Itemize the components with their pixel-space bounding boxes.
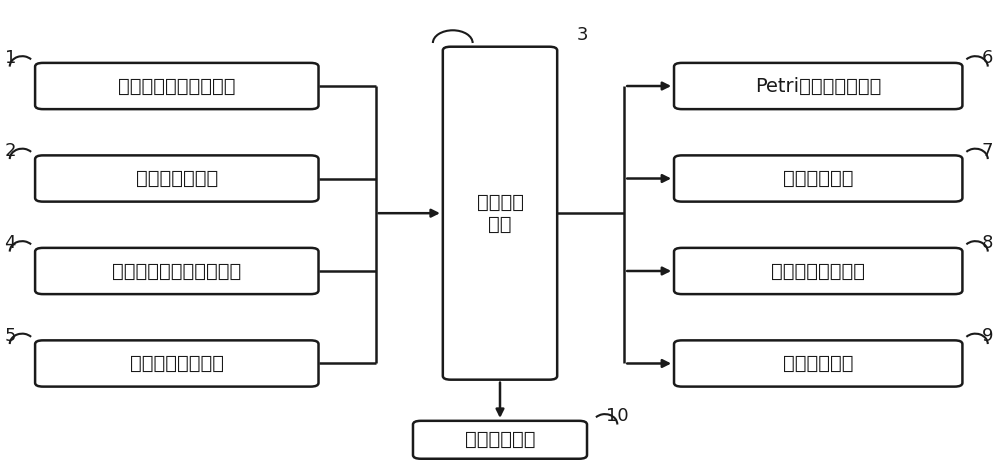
Text: 6: 6 [982,49,993,67]
Text: 数据存储模块: 数据存储模块 [783,354,853,373]
Text: 设计方案优化模块: 设计方案优化模块 [771,262,865,280]
Text: 设计方案转换模块: 设计方案转换模块 [130,354,224,373]
Text: 4: 4 [4,234,16,252]
Text: 更新显示模块: 更新显示模块 [465,430,535,449]
Text: 数据预处理模块: 数据预处理模块 [136,169,218,188]
Text: 设计方案建模与验证模块: 设计方案建模与验证模块 [112,262,241,280]
Text: 联合仿真模块: 联合仿真模块 [783,169,853,188]
Text: 中央控制
模块: 中央控制 模块 [477,193,524,234]
Text: 7: 7 [982,142,993,160]
Text: 8: 8 [982,234,993,252]
FancyBboxPatch shape [413,421,587,459]
FancyBboxPatch shape [674,155,962,202]
FancyBboxPatch shape [443,47,557,380]
Text: 1: 1 [5,49,16,67]
Text: 10: 10 [606,407,628,425]
FancyBboxPatch shape [35,248,319,294]
FancyBboxPatch shape [35,63,319,109]
FancyBboxPatch shape [674,248,962,294]
Text: 系统设计数据获取模块: 系统设计数据获取模块 [118,76,236,95]
Text: 5: 5 [4,327,16,345]
Text: 9: 9 [982,327,993,345]
FancyBboxPatch shape [674,63,962,109]
FancyBboxPatch shape [35,340,319,387]
FancyBboxPatch shape [674,340,962,387]
Text: 2: 2 [4,142,16,160]
Text: 3: 3 [576,26,588,44]
Text: Petri网方案评估模块: Petri网方案评估模块 [755,76,881,95]
FancyBboxPatch shape [35,155,319,202]
